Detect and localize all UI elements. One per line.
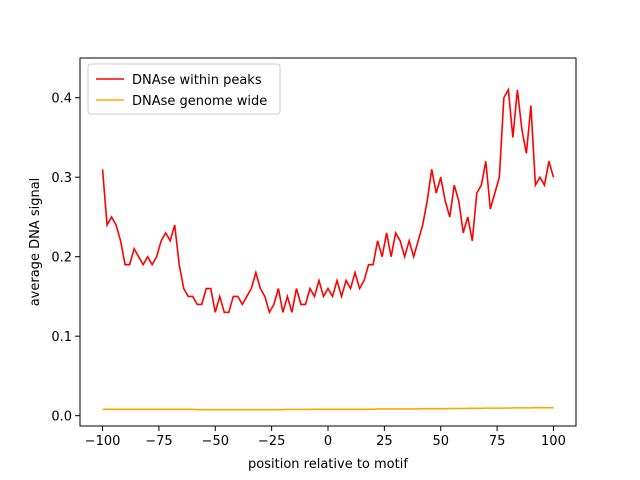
legend-label: DNAse within peaks (132, 73, 262, 88)
y-tick-label: 0.3 (51, 171, 72, 186)
x-tick-label: 75 (489, 434, 506, 449)
y-tick-label: 0.1 (51, 330, 72, 345)
y-tick-label: 0.4 (51, 92, 72, 107)
x-tick-label: −75 (145, 434, 172, 449)
x-tick-label: −25 (258, 434, 285, 449)
legend-box (87, 63, 281, 115)
x-tick-label: 50 (432, 434, 449, 449)
y-axis-label: average DNA signal (28, 178, 43, 307)
legend-label: DNAse genome wide (132, 94, 267, 109)
x-tick-label: −100 (85, 434, 121, 449)
x-tick-label: 100 (541, 434, 566, 449)
series-line (102, 406, 554, 411)
x-tick-label: 25 (376, 434, 393, 449)
y-tick-label: 0.2 (51, 251, 72, 266)
x-axis-label: position relative to motif (248, 457, 408, 472)
plot-frame (79, 57, 577, 427)
x-tick-label: 0 (324, 434, 332, 449)
x-tick-label: −50 (202, 434, 229, 449)
y-tick-label: 0.0 (51, 410, 72, 425)
series-line (101, 87, 555, 315)
